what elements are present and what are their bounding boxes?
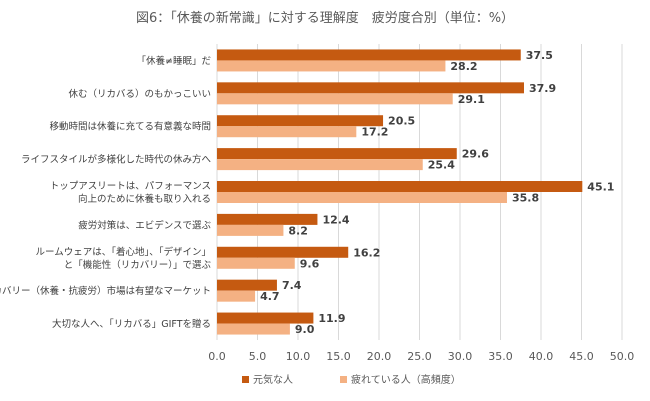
data-label: 29.6 [462, 148, 489, 161]
x-axis-ticks: 0.0 5.0 10.0 15.0 20.0 25.0 30.0 35.0 40.0 45.0 50… [208, 350, 634, 363]
legend: 元気な人 疲れている人（高頻度） [242, 373, 461, 386]
bar [217, 312, 314, 324]
x-tick-label: 30.0 [448, 350, 473, 363]
x-tick-label: 10.0 [286, 350, 311, 363]
data-label: 28.2 [450, 60, 477, 73]
bar [217, 159, 423, 171]
x-tick-label: 45.0 [569, 350, 594, 363]
data-label: 12.4 [322, 213, 349, 226]
legend-swatch [340, 376, 347, 383]
category-label: 「休養≠睡眠」だ [137, 55, 212, 67]
category-label: ライフスタイルが多様化した時代の休み方へ [21, 154, 212, 166]
bar [217, 82, 524, 94]
category-label: リカバリー（休養・抗疲労）市場は有望なマーケット [0, 285, 211, 297]
bar [217, 49, 521, 61]
bar [217, 60, 446, 72]
data-label: 9.0 [295, 323, 315, 336]
bar [217, 213, 318, 225]
bar [217, 279, 277, 291]
category-label: 移動時間は休養に充てる有意義な時間 [49, 121, 211, 133]
bar [217, 246, 349, 258]
data-label: 11.9 [318, 312, 345, 325]
bar [217, 148, 457, 160]
bar [217, 126, 357, 138]
x-tick-label: 35.0 [488, 350, 513, 363]
bar [217, 115, 384, 127]
x-tick-label: 15.0 [326, 350, 351, 363]
data-label: 8.2 [288, 224, 308, 237]
category-label: 大切な人へ、「リカバる」GIFTを贈る [52, 318, 211, 330]
x-tick-label: 20.0 [367, 350, 392, 363]
data-label: 25.4 [428, 159, 455, 172]
bar [217, 93, 453, 105]
data-label: 7.4 [282, 279, 302, 292]
bar [217, 192, 507, 203]
bar [217, 323, 290, 335]
category-label: 疲労対策は、エビデンスで選ぶ [78, 219, 211, 231]
data-label: 29.1 [458, 93, 485, 106]
bar [217, 181, 583, 192]
data-label: 37.9 [529, 82, 556, 95]
bars: 37.5 28.2 37.9 29.1 20.517.2 29.6 25.4 45.1 35.8… [217, 49, 614, 336]
x-tick-label: 25.0 [407, 350, 432, 363]
category-label: トップアスリートは、パフォーマンス向上のために休養も取り入れる [50, 181, 211, 205]
x-tick-label: 5.0 [249, 350, 267, 363]
category-label: 休む（リカバる）のもかっこいい [68, 88, 211, 100]
data-label: 17.2 [361, 126, 388, 139]
bar [217, 224, 284, 236]
data-label: 20.5 [388, 115, 415, 128]
x-tick-label: 40.0 [529, 350, 554, 363]
data-label: 16.2 [353, 246, 380, 259]
x-tick-label: 50.0 [610, 350, 635, 363]
data-label: 37.5 [526, 49, 553, 62]
category-label: ルームウェアは、「着心地」、「デザイン」と「機能性（リカバリー）」で選ぶ [36, 246, 212, 271]
data-label: 4.7 [260, 290, 280, 303]
chart-title: 図6：「休養の新常識」に対する理解度 疲労度合別（単位：%） [136, 10, 514, 26]
data-label: 9.6 [300, 257, 320, 270]
bar [217, 257, 295, 269]
data-label: 35.8 [512, 192, 539, 205]
legend-label: 疲れている人（高頻度） [351, 373, 461, 386]
legend-label: 元気な人 [253, 373, 293, 386]
x-tick-label: 0.0 [208, 350, 226, 363]
data-label: 45.1 [587, 181, 614, 194]
bar [217, 290, 256, 302]
category-labels: 「休養≠睡眠」だ休む（リカバる）のもかっこいい移動時間は休養に充てる有意義な時間… [0, 55, 211, 330]
legend-swatch [242, 376, 249, 383]
